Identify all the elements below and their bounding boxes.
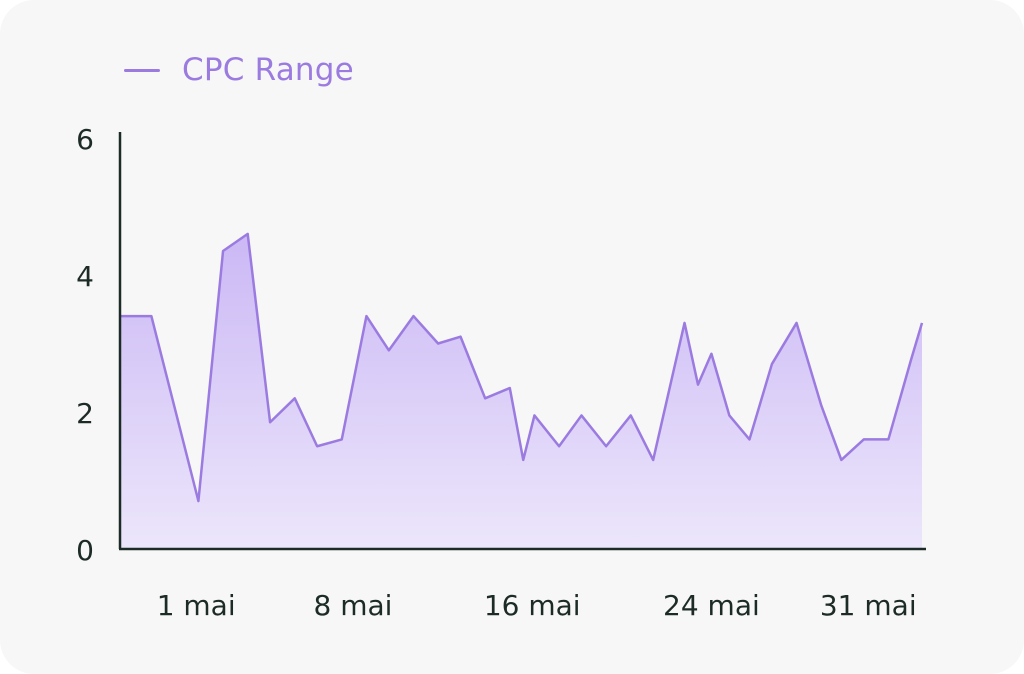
- y-tick-label: 2: [76, 397, 94, 430]
- series-line: [120, 232, 924, 503]
- y-tick-label: 6: [76, 123, 94, 156]
- series-area: [120, 233, 922, 549]
- legend-swatch: [124, 68, 160, 72]
- x-tick-label: 24 mai: [663, 589, 760, 622]
- legend-label: CPC Range: [182, 52, 354, 88]
- legend[interactable]: CPC Range: [124, 48, 354, 92]
- x-tick-label: 8 mai: [314, 589, 393, 622]
- y-tick-label: 0: [76, 534, 94, 567]
- y-tick-label: 4: [76, 260, 94, 293]
- x-tick-label: 1 mai: [157, 589, 236, 622]
- x-tick-label: 16 mai: [484, 589, 581, 622]
- x-tick-label: 31 mai: [820, 589, 917, 622]
